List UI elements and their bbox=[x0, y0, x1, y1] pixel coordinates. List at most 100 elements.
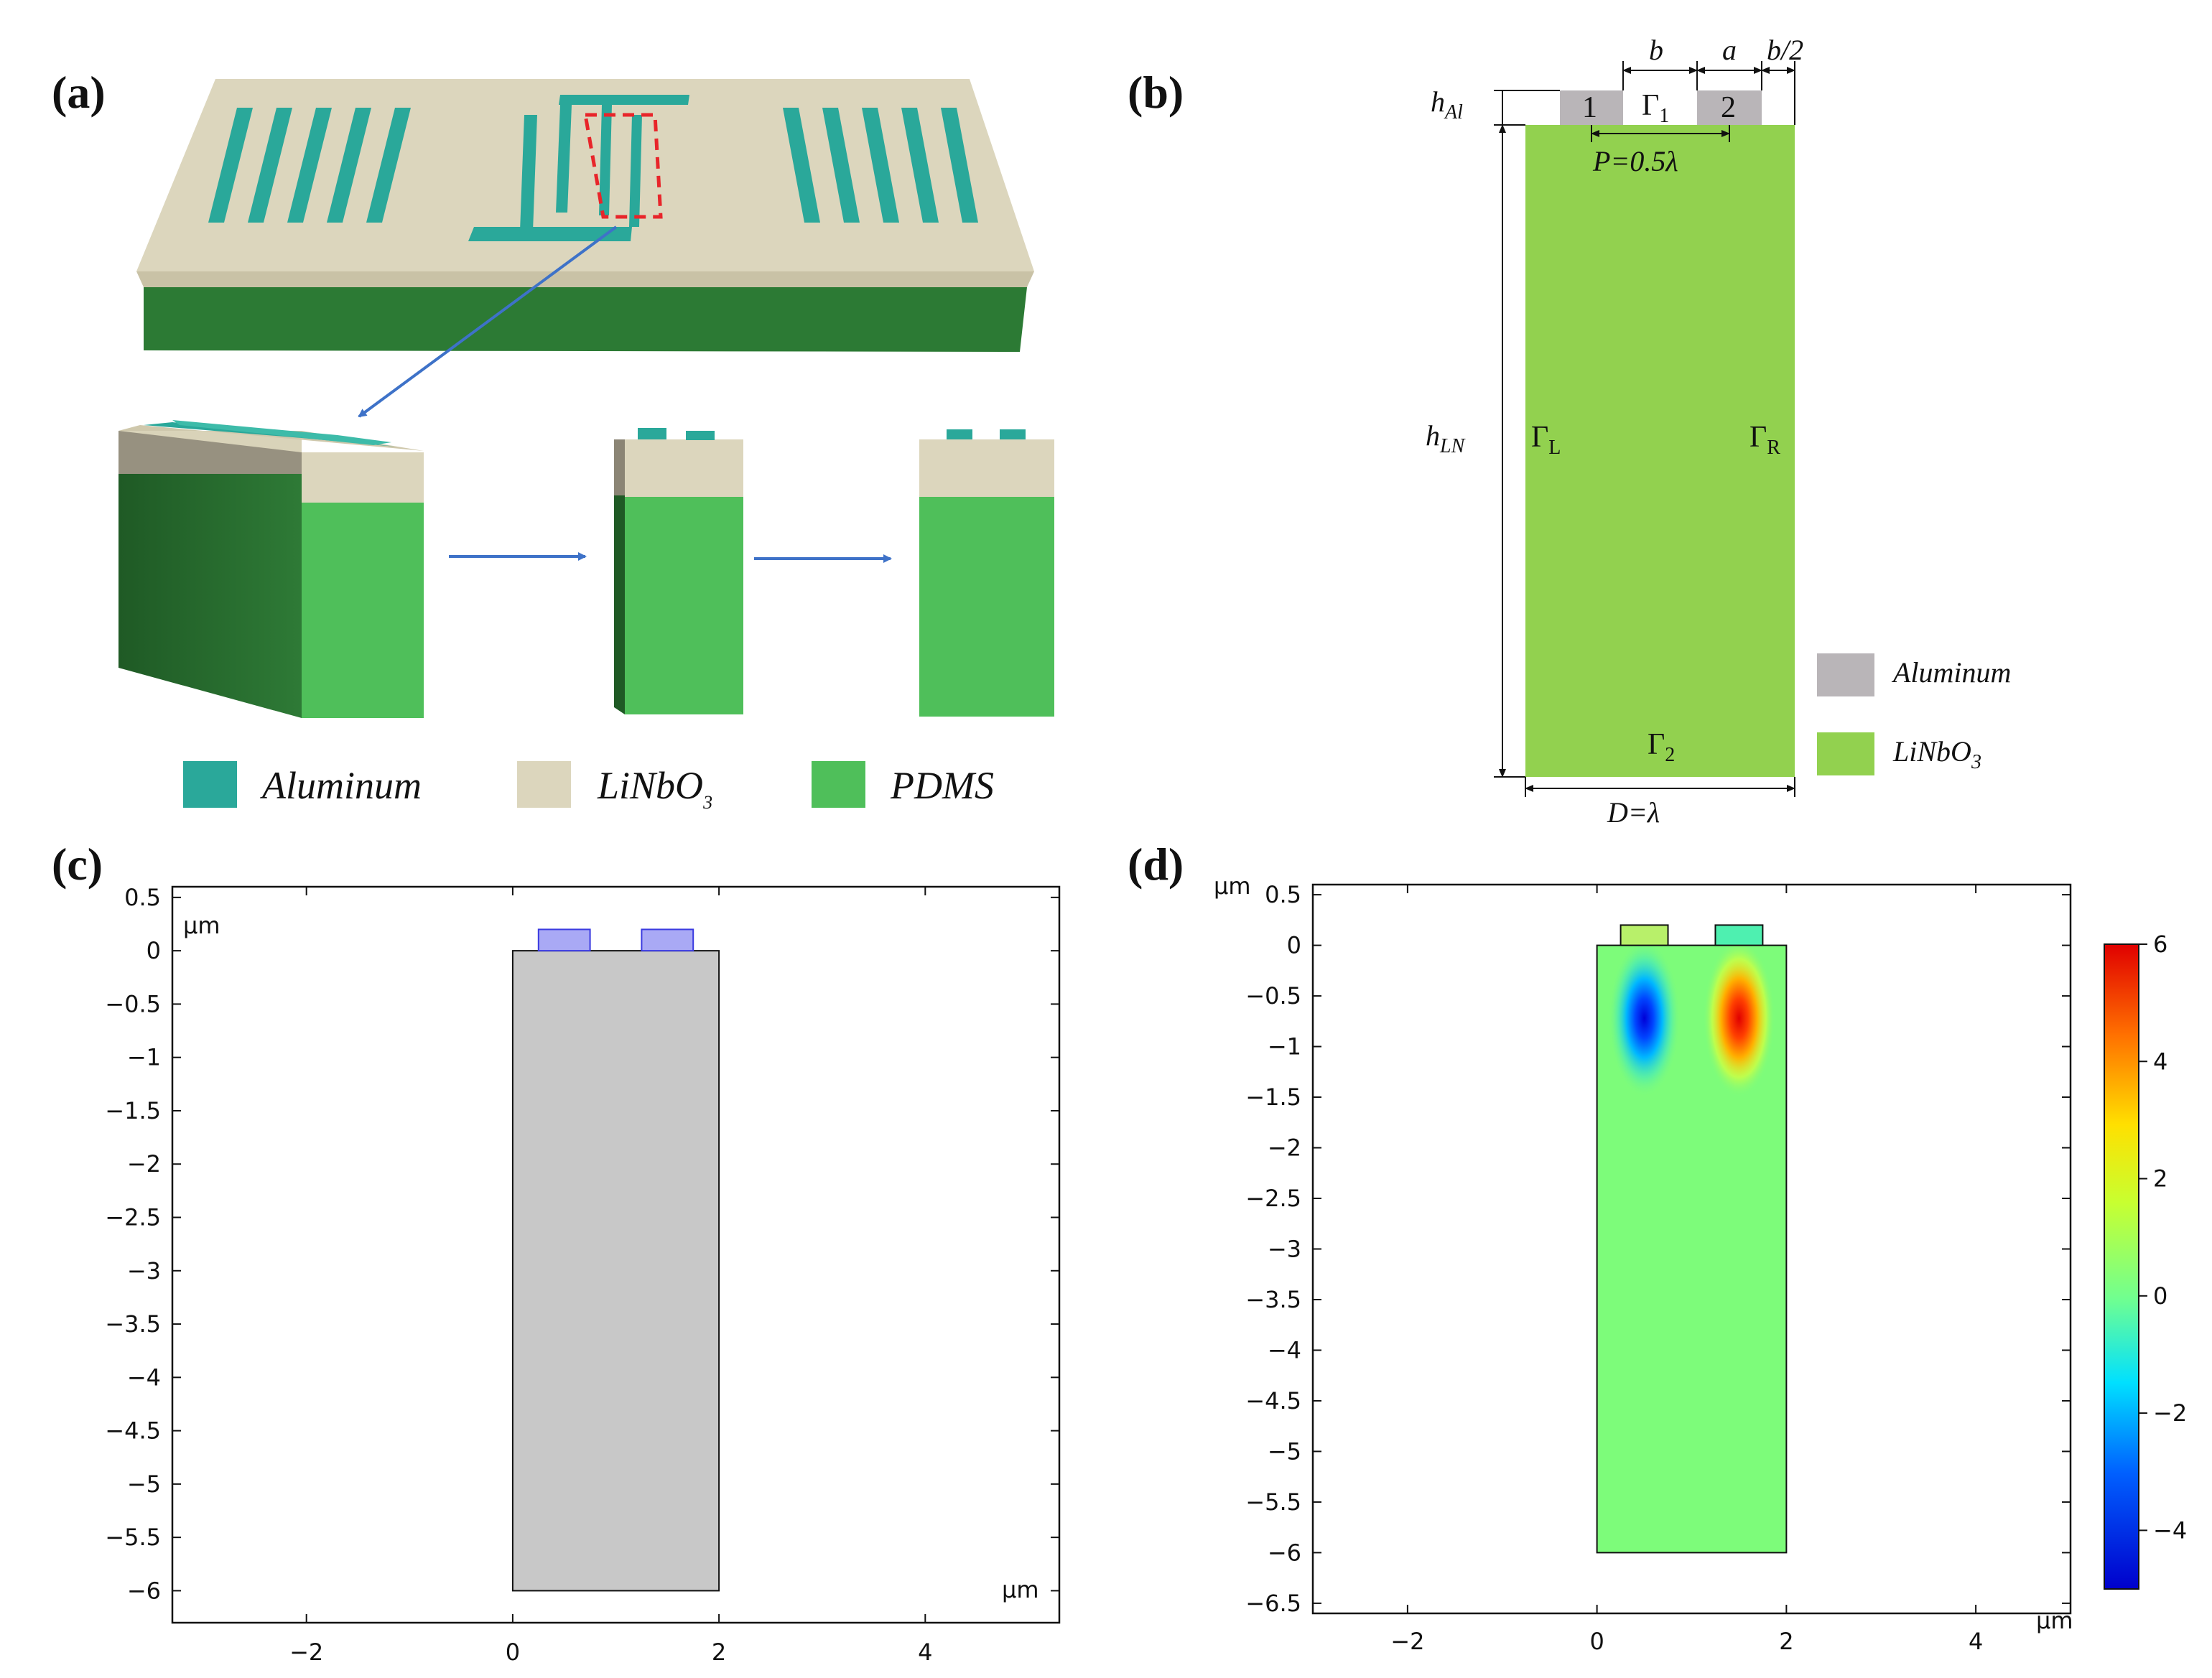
panel-c: (c) 0.5 0 −0.5 −1 −1.5 −2 −2.5 −3 −3.5 −4 −4.5 −5 −5… bbox=[52, 839, 1061, 1666]
d-x-tick-label: 4 bbox=[1969, 1628, 1983, 1655]
legend-b-label-linbo3: LiNbO3 bbox=[1892, 735, 1981, 773]
width-label: D=λ bbox=[1607, 796, 1660, 829]
c-y-tick-label: −2.5 bbox=[105, 1204, 161, 1231]
device-3d bbox=[136, 79, 1034, 418]
colorbar bbox=[2104, 943, 2139, 1590]
electrode-1-label: 1 bbox=[1582, 91, 1597, 124]
plot-c-ticks: 0.5 0 −0.5 −1 −1.5 −2 −2.5 −3 −3.5 −4 −4.5 −5 −5.5 −6… bbox=[105, 884, 1059, 1666]
plot-c-electrode-2 bbox=[641, 928, 694, 952]
d-y-tick-label: −1.5 bbox=[1245, 1083, 1301, 1111]
right-idt-fingers bbox=[783, 108, 978, 223]
legend-swatch-pdms bbox=[812, 761, 865, 808]
d-y-tick-label: 0.5 bbox=[1265, 881, 1301, 908]
panel-a-label: (a) bbox=[52, 67, 106, 118]
colorbar-tick-label: 2 bbox=[2153, 1165, 2167, 1193]
legend-b: Aluminum LiNbO3 bbox=[1817, 653, 2011, 775]
c-y-tick-label: −0.5 bbox=[105, 990, 161, 1017]
d-y-tick-label: −2 bbox=[1268, 1134, 1301, 1162]
dim-b-half-label: b/2 bbox=[1767, 34, 1803, 66]
plot-d-ticks: 0.5 0 −0.5 −1 −1.5 −2 −2.5 −3 −3.5 −4 −4.5 −5 −5.5 −6… bbox=[1245, 881, 2071, 1655]
dim-a-label: a bbox=[1722, 34, 1737, 66]
legend-b-label-aluminum: Aluminum bbox=[1891, 656, 2011, 689]
plot-d-x-unit: μm bbox=[2036, 1607, 2073, 1634]
c-y-tick-label: −3 bbox=[127, 1257, 161, 1285]
linbo3-domain bbox=[1525, 125, 1795, 777]
d-y-tick-label: −6 bbox=[1268, 1539, 1301, 1566]
legend-label-linbo3: LiNbO3 bbox=[597, 764, 712, 813]
colorbar-tick-label: −4 bbox=[2153, 1516, 2187, 1544]
legend-a: Aluminum LiNbO3 PDMS bbox=[183, 761, 994, 813]
legend-swatch-aluminum bbox=[183, 761, 237, 808]
plot-c-electrode-1 bbox=[537, 928, 591, 952]
dim-b-label: b bbox=[1649, 34, 1663, 66]
slab-3d-1 bbox=[118, 420, 424, 718]
gamma-1-label: Γ1 bbox=[1642, 89, 1669, 127]
colorbar-ticks: 6 4 2 0 −2 −4 bbox=[2139, 931, 2187, 1544]
c-y-tick-label: −5.5 bbox=[105, 1524, 161, 1551]
c-y-tick-label: 0.5 bbox=[124, 884, 161, 911]
electrode-2-label: 2 bbox=[1721, 91, 1736, 124]
pdms-front-face bbox=[144, 287, 1027, 352]
d-y-tick-label: −5.5 bbox=[1245, 1488, 1301, 1516]
d-y-tick-label: 0 bbox=[1287, 932, 1301, 959]
c-y-tick-label: −3.5 bbox=[105, 1310, 161, 1338]
colorbar-tick-label: 4 bbox=[2153, 1048, 2167, 1075]
colorbar-tick-label: 0 bbox=[2153, 1282, 2167, 1310]
linbo3-front-face bbox=[136, 271, 1034, 287]
panel-b-label: (b) bbox=[1128, 67, 1184, 118]
plot-c-y-unit: μm bbox=[183, 912, 220, 939]
d-y-tick-label: −5 bbox=[1268, 1437, 1301, 1465]
h-ln-label: hLN bbox=[1426, 419, 1466, 457]
left-idt-fingers bbox=[208, 108, 411, 223]
d-x-tick-label: −2 bbox=[1390, 1628, 1424, 1655]
c-x-tick-label: −2 bbox=[289, 1639, 323, 1666]
d-y-tick-label: −4.5 bbox=[1245, 1387, 1301, 1414]
d-y-tick-label: −1 bbox=[1268, 1033, 1301, 1061]
d-y-tick-label: −2.5 bbox=[1245, 1185, 1301, 1212]
plot-d-domain bbox=[1596, 944, 1788, 1554]
d-x-tick-label: 2 bbox=[1779, 1628, 1793, 1655]
c-y-tick-label: −2 bbox=[127, 1150, 161, 1178]
c-x-tick-label: 2 bbox=[712, 1639, 726, 1666]
plot-d-electrode-2 bbox=[1714, 924, 1764, 946]
legend-label-aluminum: Aluminum bbox=[260, 764, 422, 807]
c-x-tick-label: 4 bbox=[918, 1639, 932, 1666]
panel-d: (d) 0.5 0 −0.5 −1 −1.5 −2 −2.5 −3 −3.5 −4 −4.5 −5 −5… bbox=[1128, 839, 2187, 1655]
zoom-arrow bbox=[358, 225, 618, 418]
gamma-r-label: ΓR bbox=[1749, 421, 1780, 459]
slab-2d-3 bbox=[919, 429, 1054, 717]
c-y-tick-label: −1.5 bbox=[105, 1097, 161, 1124]
slab-3d-2 bbox=[614, 428, 743, 714]
colorbar-tick-label: 6 bbox=[2153, 931, 2167, 958]
gamma-2-label: Γ2 bbox=[1648, 728, 1675, 766]
plot-c-domain bbox=[511, 950, 720, 1592]
panel-b: (b) 1 2 b a b/2 h bbox=[1128, 34, 2011, 829]
plot-d-y-unit: μm bbox=[1214, 872, 1251, 900]
period-label: P=0.5λ bbox=[1592, 145, 1678, 177]
unit-cell-selection bbox=[583, 113, 663, 219]
c-y-tick-label: −1 bbox=[127, 1044, 161, 1071]
d-x-tick-label: 0 bbox=[1589, 1628, 1604, 1655]
dimension-lines bbox=[1494, 61, 1795, 797]
plot-d-field bbox=[1597, 945, 1787, 1553]
h-al-label: hAl bbox=[1431, 85, 1463, 123]
legend-b-swatch-aluminum bbox=[1817, 653, 1874, 696]
c-y-tick-label: −5 bbox=[127, 1470, 161, 1498]
c-x-tick-label: 0 bbox=[506, 1639, 520, 1666]
gamma-l-label: ΓL bbox=[1531, 421, 1561, 459]
panel-c-label: (c) bbox=[52, 839, 103, 890]
legend-b-swatch-linbo3 bbox=[1817, 732, 1874, 775]
c-y-tick-label: −6 bbox=[127, 1577, 161, 1604]
c-y-tick-label: 0 bbox=[147, 937, 161, 964]
c-y-tick-label: −4 bbox=[127, 1364, 161, 1391]
legend-label-pdms: PDMS bbox=[890, 764, 994, 807]
colorbar-tick-label: −2 bbox=[2153, 1399, 2187, 1427]
electrode-2 bbox=[1697, 90, 1762, 125]
plot-c-frame bbox=[171, 885, 1061, 1624]
plot-c-x-unit: μm bbox=[1002, 1576, 1039, 1603]
c-y-tick-label: −4.5 bbox=[105, 1417, 161, 1445]
legend-swatch-linbo3 bbox=[517, 761, 571, 808]
panel-a: (a) bbox=[52, 67, 1054, 813]
d-y-tick-label: −6.5 bbox=[1245, 1590, 1301, 1617]
